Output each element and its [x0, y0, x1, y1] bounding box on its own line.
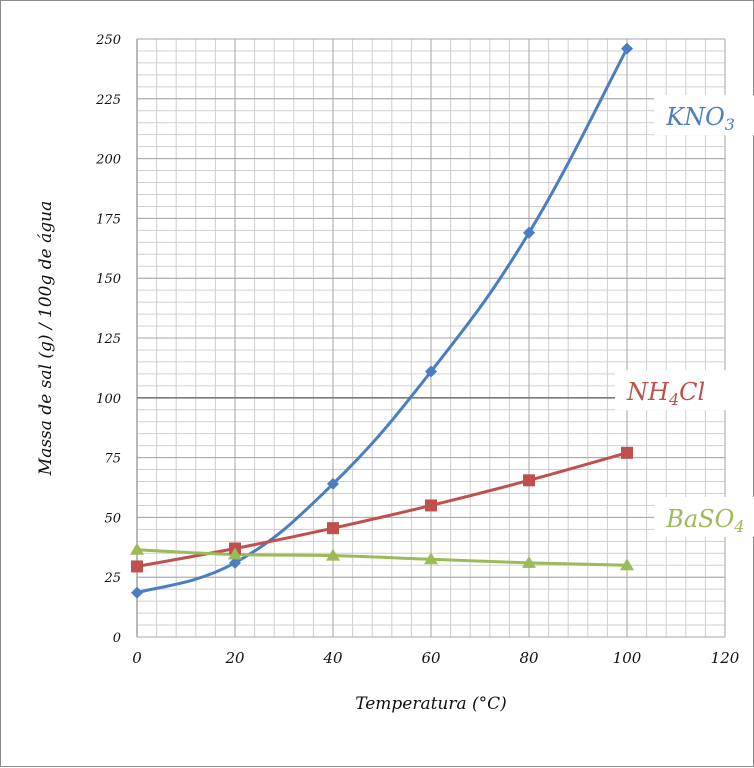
y-tick-label: 100	[96, 392, 121, 407]
data-point-diamond	[523, 226, 535, 239]
y-tick-label: 75	[104, 452, 121, 467]
y-tick-label: 250	[95, 33, 121, 48]
major-gridlines	[136, 38, 726, 638]
data-point-diamond	[621, 42, 633, 55]
label-part: Cl	[679, 378, 705, 406]
label-part: NH	[626, 378, 670, 406]
x-tick-label: 20	[224, 649, 245, 667]
series-label-text: NH4Cl	[626, 378, 705, 409]
data-point-triangle	[228, 547, 242, 560]
data-point-diamond	[425, 365, 437, 378]
series-label-text: BaSO4	[665, 505, 744, 536]
x-tick-label: 40	[322, 649, 343, 667]
x-tick-label: 80	[519, 649, 539, 667]
label-part: BaSO	[665, 505, 734, 533]
data-point-triangle	[326, 548, 340, 561]
y-tick-label: 150	[96, 272, 121, 287]
data-point-triangle	[424, 552, 438, 565]
series-markers	[130, 42, 634, 599]
series-line-2	[136, 548, 628, 567]
y-tick-label: 225	[95, 93, 121, 108]
series-label-1: NH4Cl	[615, 370, 735, 411]
y-tick-label: 200	[95, 153, 121, 168]
data-point-triangle	[130, 542, 144, 555]
data-point-square	[131, 560, 143, 573]
data-point-square	[327, 522, 339, 535]
series-label-2: BaSO4	[654, 496, 754, 537]
x-tick-label: 60	[421, 649, 441, 667]
data-point-diamond	[131, 586, 143, 599]
x-axis-title: Temperatura (°C)	[355, 694, 507, 714]
y-tick-label: 175	[96, 212, 121, 227]
series-label-text: KNO3	[665, 103, 735, 134]
data-point-triangle	[620, 558, 634, 571]
label-subscript: 4	[668, 390, 679, 409]
data-point-diamond	[327, 477, 339, 490]
x-axis-tick-labels: 0 20 40 60 80 100 120	[132, 649, 740, 667]
label-background	[654, 95, 754, 136]
y-tick-label: 0	[113, 631, 121, 646]
y-tick-label: 125	[96, 332, 121, 347]
x-tick-label: 0	[132, 649, 142, 667]
data-point-diamond	[229, 556, 241, 569]
data-point-square	[425, 499, 437, 512]
label-part: KNO	[665, 103, 725, 131]
label-background	[654, 496, 754, 537]
label-background	[615, 370, 735, 411]
y-tick-label: 25	[103, 571, 121, 586]
x-tick-label: 100	[613, 649, 642, 667]
data-point-square	[523, 474, 535, 487]
y-tick-label: 50	[104, 511, 121, 526]
data-point-triangle	[522, 555, 536, 568]
data-point-square	[621, 446, 633, 459]
label-subscript: 4	[733, 517, 744, 536]
x-tick-label: 120	[711, 649, 740, 667]
y-axis-title: Massa de sal (g) / 100g de água	[36, 201, 56, 476]
label-subscript: 3	[725, 115, 735, 134]
y-axis-tick-labels: 0 25 50 75 100 125 150 175 200 225 250	[95, 33, 121, 646]
series-label-0: KNO3	[654, 95, 754, 136]
